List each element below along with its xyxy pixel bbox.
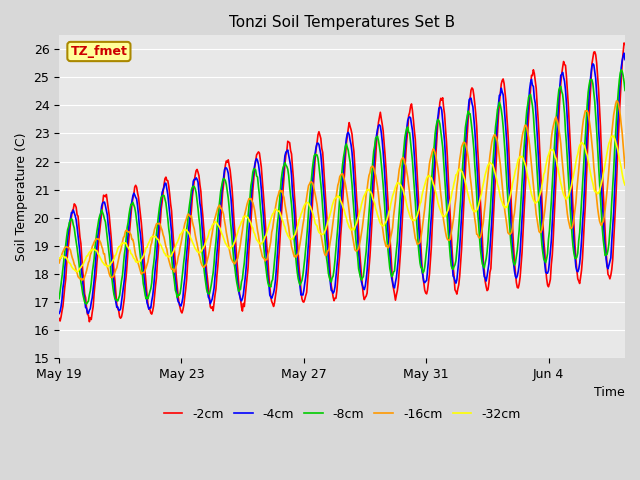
-2cm (312, 146, 320, 152)
-16cm (55, 260, 63, 266)
-4cm (201, 259, 209, 264)
-4cm (55, 311, 63, 316)
-16cm (202, 262, 209, 268)
Y-axis label: Soil Temperature (C): Soil Temperature (C) (15, 132, 28, 261)
-4cm (388, 279, 396, 285)
Title: Tonzi Soil Temperatures Set B: Tonzi Soil Temperatures Set B (229, 15, 455, 30)
-16cm (78, 277, 86, 283)
-8cm (202, 279, 209, 285)
-2cm (434, 119, 442, 124)
-8cm (618, 67, 625, 72)
-2cm (202, 250, 209, 255)
-8cm (434, 117, 442, 122)
Line: -4cm: -4cm (59, 53, 625, 313)
-32cm (609, 133, 616, 139)
-8cm (483, 256, 490, 262)
-8cm (621, 87, 629, 93)
Line: -2cm: -2cm (59, 43, 625, 322)
-32cm (55, 255, 63, 261)
-2cm (620, 40, 628, 46)
-4cm (620, 50, 628, 56)
-32cm (156, 241, 164, 247)
-4cm (311, 150, 319, 156)
Line: -16cm: -16cm (59, 101, 625, 280)
Line: -8cm: -8cm (59, 70, 625, 304)
-32cm (202, 240, 209, 246)
-2cm (390, 286, 397, 291)
-16cm (312, 196, 320, 202)
-8cm (390, 269, 397, 275)
-8cm (55, 296, 63, 301)
-4cm (433, 120, 441, 126)
-4cm (621, 57, 629, 62)
-4cm (481, 275, 489, 281)
-32cm (434, 200, 442, 205)
-16cm (612, 98, 620, 104)
-16cm (434, 166, 442, 171)
-32cm (621, 182, 629, 188)
-16cm (621, 165, 629, 171)
-16cm (390, 214, 397, 219)
-32cm (73, 269, 81, 275)
-16cm (483, 191, 490, 196)
-8cm (312, 153, 320, 158)
-2cm (621, 41, 629, 47)
-2cm (156, 221, 164, 227)
Line: -32cm: -32cm (59, 136, 625, 272)
Legend: -2cm, -4cm, -8cm, -16cm, -32cm: -2cm, -4cm, -8cm, -16cm, -32cm (159, 403, 525, 426)
-32cm (483, 168, 490, 174)
-2cm (55, 316, 63, 322)
-8cm (83, 301, 90, 307)
-32cm (390, 191, 397, 196)
-4cm (156, 218, 163, 224)
-2cm (483, 284, 490, 289)
-2cm (86, 319, 93, 324)
-8cm (156, 200, 164, 205)
Text: TZ_fmet: TZ_fmet (70, 45, 127, 58)
-16cm (156, 222, 164, 228)
-32cm (312, 222, 320, 228)
X-axis label: Time: Time (595, 386, 625, 399)
